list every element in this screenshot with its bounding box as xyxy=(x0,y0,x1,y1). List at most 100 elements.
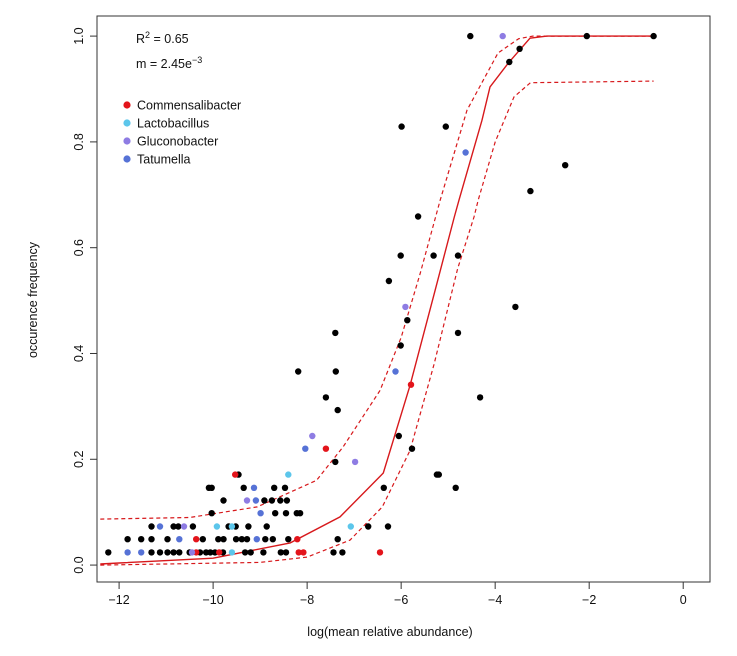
x-tick-label: −2 xyxy=(582,593,596,607)
data-point xyxy=(332,329,339,337)
commensalibacter-point xyxy=(193,536,200,543)
tatumella-point xyxy=(250,484,258,491)
x-axis: −12 −10 −8 −6 −4 −2 0 xyxy=(108,581,687,607)
lactobacillus-point xyxy=(285,471,292,478)
commensalibacter-point xyxy=(294,536,301,543)
stats-annotation: R2 = 0.65 m = 2.45e−3 xyxy=(136,30,202,71)
data-point xyxy=(397,252,404,259)
data-point xyxy=(170,549,177,556)
data-points xyxy=(105,32,657,556)
legend-label: Gluconobacter xyxy=(137,135,218,149)
data-point xyxy=(148,549,155,556)
data-point xyxy=(454,252,462,259)
legend-marker xyxy=(123,155,131,163)
lactobacillus-point xyxy=(213,523,221,530)
x-tick-label: 0 xyxy=(680,593,687,607)
data-point xyxy=(176,549,183,556)
x-tick-label: −10 xyxy=(203,593,224,607)
data-point xyxy=(322,394,330,401)
data-point xyxy=(232,536,240,543)
data-point xyxy=(516,45,523,52)
gluconobacter-point xyxy=(180,523,188,530)
commensalibacter-point xyxy=(232,471,239,478)
data-point xyxy=(263,523,270,530)
data-point xyxy=(414,213,422,220)
commensalibacter-point xyxy=(216,549,223,556)
data-point xyxy=(260,549,267,556)
data-point xyxy=(295,368,302,375)
tatumella-point xyxy=(257,510,264,517)
y-axis-label: occurence frequency xyxy=(26,241,40,358)
data-point xyxy=(583,32,590,40)
upper-confidence-curve xyxy=(100,35,654,520)
data-point xyxy=(476,394,484,401)
data-point xyxy=(330,549,337,556)
tatumella-point xyxy=(252,497,260,504)
data-point xyxy=(397,342,404,349)
x-axis-label: log(mean relative abundance) xyxy=(307,625,472,639)
data-point xyxy=(207,549,214,556)
tatumella-point xyxy=(253,536,260,543)
data-point xyxy=(332,368,339,375)
x-tick-label: −4 xyxy=(488,593,502,607)
data-point xyxy=(380,484,387,491)
data-point xyxy=(442,123,449,130)
data-point xyxy=(467,32,474,40)
gluconobacter-point xyxy=(188,549,196,556)
data-point xyxy=(148,523,155,530)
data-point xyxy=(395,432,402,440)
data-point xyxy=(208,510,215,517)
legend-marker xyxy=(123,137,131,145)
data-point xyxy=(430,252,437,259)
commensalibacter-point xyxy=(295,549,302,556)
y-tick-label: 0.0 xyxy=(72,556,86,573)
y-tick-label: 0.8 xyxy=(72,133,86,150)
gluconobacter-point xyxy=(243,497,251,504)
legend-label: Commensalibacter xyxy=(137,99,241,113)
gluconobacter-point xyxy=(351,458,359,466)
lactobacillus-point xyxy=(228,523,236,530)
data-point xyxy=(277,497,284,504)
data-point xyxy=(384,523,392,530)
lactobacillus-point xyxy=(347,523,354,530)
data-point xyxy=(282,510,290,517)
lower-confidence-curve xyxy=(100,80,654,566)
slope-annotation: m = 2.45e−3 xyxy=(136,55,202,71)
data-point xyxy=(296,510,304,517)
x-tick-label: −12 xyxy=(108,593,129,607)
data-point xyxy=(247,549,254,556)
data-point xyxy=(243,536,251,543)
data-point xyxy=(124,536,131,543)
data-point xyxy=(269,536,276,543)
data-point xyxy=(512,303,519,311)
data-point xyxy=(268,497,276,504)
legend-marker xyxy=(123,119,131,127)
data-point xyxy=(164,549,171,556)
y-tick-label: 1.0 xyxy=(72,27,86,44)
data-point xyxy=(334,536,341,543)
data-point xyxy=(240,484,247,491)
y-axis: 0.0 0.2 0.4 0.6 0.8 1.0 xyxy=(72,27,97,574)
data-point xyxy=(365,523,372,530)
data-point xyxy=(281,484,289,491)
data-point xyxy=(332,458,339,466)
tatumella-point xyxy=(302,445,309,452)
data-point xyxy=(454,329,462,337)
data-point xyxy=(562,162,569,169)
lactobacillus-point xyxy=(228,549,236,556)
data-point xyxy=(283,497,291,504)
tatumella-point xyxy=(124,549,131,556)
data-point xyxy=(262,536,269,543)
commensalibacter-point xyxy=(322,445,330,452)
data-point xyxy=(282,549,290,556)
data-point xyxy=(208,484,215,491)
gluconobacter-point xyxy=(309,432,316,440)
data-point xyxy=(271,484,278,491)
tatumella-point xyxy=(138,549,145,556)
data-point xyxy=(435,471,442,478)
gluconobacter-point xyxy=(402,303,409,311)
data-point xyxy=(148,536,155,543)
tatumella-point xyxy=(156,523,164,530)
tatumella-point xyxy=(392,368,399,375)
